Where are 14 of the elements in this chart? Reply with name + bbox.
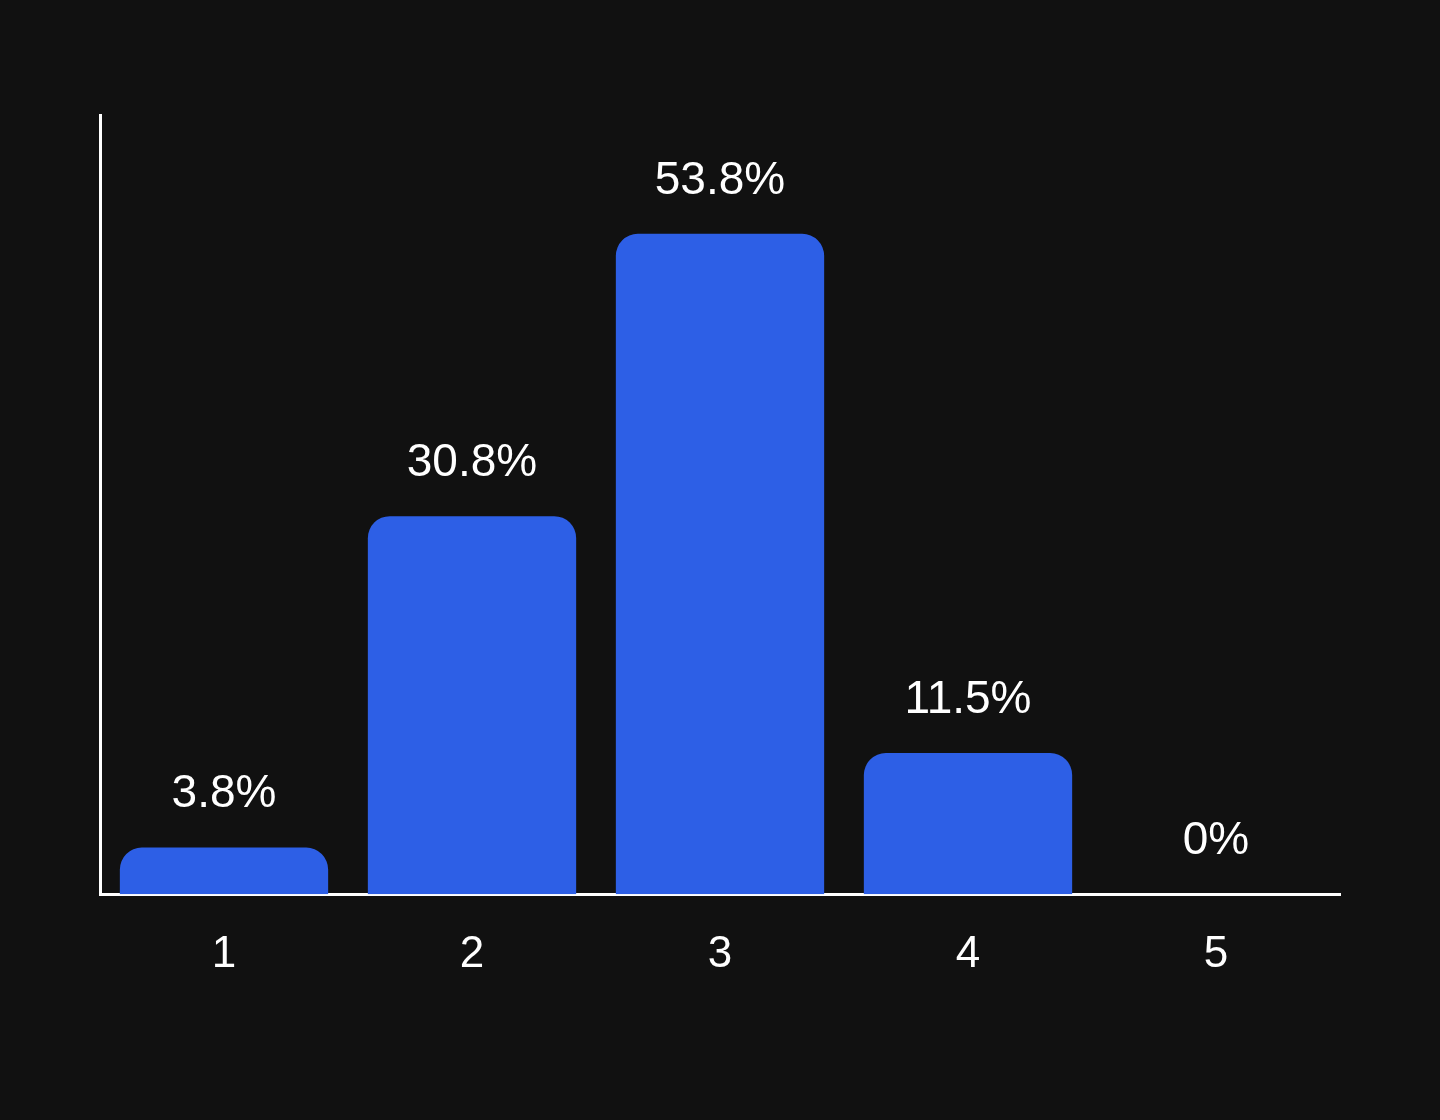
x-tick-label: 1: [211, 926, 237, 976]
bar: [615, 233, 825, 895]
x-tick-label: 3: [707, 926, 733, 976]
x-tick-label: 4: [955, 926, 981, 976]
x-tick-label: 5: [1203, 926, 1229, 976]
data-label: 0%: [1182, 811, 1250, 864]
data-label: 30.8%: [406, 433, 538, 486]
data-label: 11.5%: [904, 670, 1032, 723]
data-label: 53.8%: [654, 151, 786, 204]
bar: [119, 847, 329, 895]
data-label: 3.8%: [171, 765, 277, 818]
x-tick-label: 2: [459, 926, 485, 976]
bar: [863, 753, 1073, 895]
bar: [367, 516, 577, 895]
